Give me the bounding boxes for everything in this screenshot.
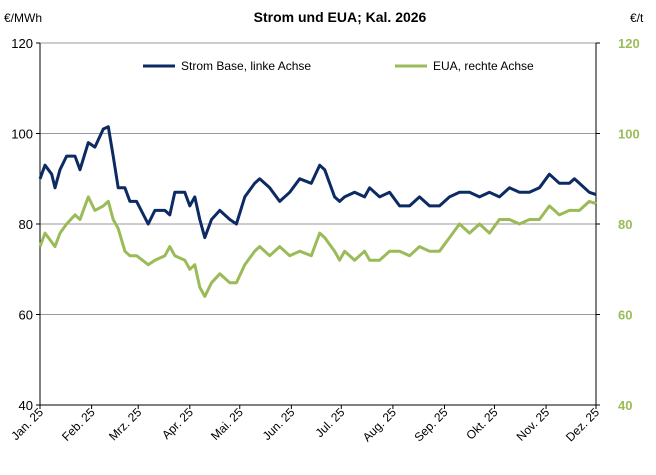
x-tick-label: Jul. 25 <box>313 405 348 440</box>
chart-title: Strom und EUA; Kal. 2026 <box>254 9 427 25</box>
left-tick-label: 120 <box>11 36 33 51</box>
right-tick-label: 60 <box>618 308 632 323</box>
x-tick-label: Nov. 25 <box>514 405 553 444</box>
right-tick-label: 40 <box>618 398 632 413</box>
x-tick-label: Dez. 25 <box>563 405 602 444</box>
legend-label: Strom Base, linke Achse <box>181 59 311 73</box>
right-axis-unit: €/t <box>630 11 644 25</box>
left-tick-label: 40 <box>19 398 33 413</box>
x-tick-label: Feb. 25 <box>59 405 98 444</box>
left-tick-label: 100 <box>11 127 33 142</box>
x-tick-label: Apr. 25 <box>159 405 196 442</box>
right-tick-label: 100 <box>618 127 640 142</box>
right-tick-label: 80 <box>618 217 632 232</box>
right-tick-label: 120 <box>618 36 640 51</box>
x-tick-label: Okt. 25 <box>463 405 500 442</box>
eua-line <box>38 195 597 298</box>
left-axis-unit: €/MWh <box>4 11 42 25</box>
left-tick-label: 60 <box>19 308 33 323</box>
left-tick-label: 80 <box>19 217 33 232</box>
legend-label: EUA, rechte Achse <box>433 59 534 73</box>
x-tick-label: Jun. 25 <box>260 405 298 443</box>
x-tick-label: Mai. 25 <box>208 405 246 443</box>
x-tick-label: Sep. 25 <box>411 405 450 444</box>
x-tick-label: Mrz. 25 <box>106 405 144 443</box>
x-tick-label: Aug. 25 <box>360 405 399 444</box>
strom-line <box>38 125 597 240</box>
